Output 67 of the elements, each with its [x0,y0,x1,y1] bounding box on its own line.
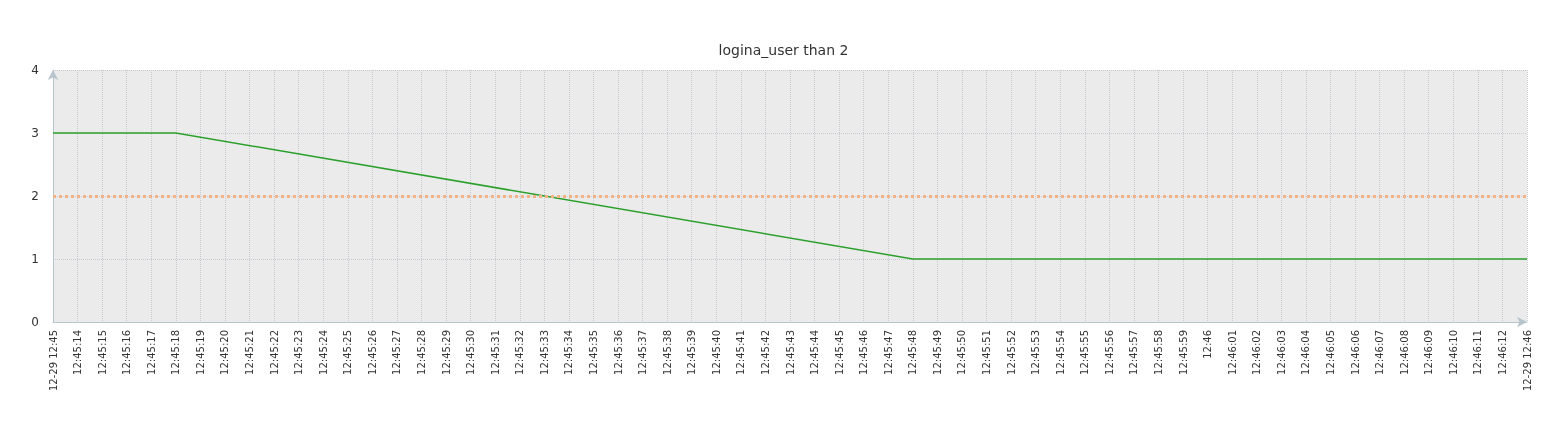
x-tick-label: 12:45:49 [931,330,943,375]
x-tick-label: 12:46:01 [1226,330,1238,375]
x-tick-label: 12:45:27 [391,330,403,375]
x-tick-label: 12:45:32 [514,330,526,375]
x-tick-label: 12:46:06 [1349,330,1361,375]
x-tick-label: 12:45:47 [882,330,894,375]
x-tick-label: 12:45:39 [686,330,698,375]
x-tick-label: 12:45:29 [440,330,452,375]
x-tick-label: 12:45:31 [489,330,501,375]
x-tick-label: 12:46:08 [1398,330,1410,375]
x-tick-label: 12:45:58 [1153,330,1164,375]
x-tick-label: 12:45:42 [759,330,771,375]
x-tick-label: 12:45:38 [661,330,673,375]
x-tick-label: 12:45:33 [538,330,550,375]
x-tick-label: 12:46 [1202,330,1214,359]
x-tick-label: 12:45:16 [121,330,133,375]
x-tick-label: 12:45:57 [1128,330,1140,375]
y-tick-label: 1 [31,252,39,266]
x-tick-label: 12:45:51 [981,330,993,375]
x-tick-label: 12:46:09 [1423,330,1435,375]
x-tick-label: 12-29 12:46 [1521,330,1533,392]
x-tick-label: 12:45:22 [268,330,280,375]
x-tick-label: 12:45:23 [293,330,305,375]
x-tick-label: 12:46:10 [1447,330,1459,375]
x-tick-label: 12-29 12:45 [47,330,59,392]
x-tick-label: 12:46:04 [1300,330,1312,375]
x-tick-label: 12:46:05 [1324,330,1336,375]
x-tick-label: 12:45:54 [1054,330,1066,375]
x-tick-label: 12:46:07 [1374,330,1386,375]
chart-title: logina_user than 2 [718,42,849,58]
x-tick-label: 12:45:30 [465,330,477,375]
x-tick-label: 12:45:26 [366,330,378,375]
x-tick-label: 12:45:19 [194,330,206,375]
x-tick-label: 12:45:36 [612,330,624,375]
x-tick-label: 12:45:50 [956,330,968,375]
x-tick-label: 12:45:24 [317,330,329,375]
x-tick-label: 12:45:59 [1177,330,1189,375]
x-tick-label: 12:45:48 [907,330,919,375]
x-tick-label: 12:45:25 [342,330,354,375]
x-tick-label: 12:45:14 [72,330,84,375]
x-tick-label: 12:45:44 [809,330,821,375]
x-tick-label: 12:45:43 [784,330,796,375]
y-tick-label: 2 [31,189,39,203]
x-tick-label: 12:45:18 [170,330,182,375]
x-tick-label: 12:45:15 [96,330,108,375]
x-tick-label: 12:46:02 [1251,330,1263,375]
x-tick-label: 12:46:12 [1496,330,1508,375]
y-tick-label: 3 [31,126,39,140]
x-tick-label: 12:45:41 [735,330,747,375]
x-tick-label: 12:45:20 [219,330,231,375]
x-tick-label: 12:45:34 [563,330,575,375]
x-tick-label: 12:45:52 [1005,330,1017,375]
x-tick-label: 12:45:55 [1079,330,1091,375]
x-tick-label: 12:45:37 [637,330,649,375]
y-tick-label: 0 [31,315,39,329]
x-tick-label: 12:45:45 [833,330,845,375]
x-tick-label: 12:45:40 [710,330,722,375]
x-tick-label: 12:45:17 [145,330,157,375]
x-tick-label: 12:46:03 [1275,330,1287,375]
x-tick-label: 12:45:56 [1103,330,1115,375]
x-tick-label: 12:45:53 [1030,330,1042,375]
x-tick-label: 12:46:11 [1472,330,1484,375]
x-tick-label: 12:45:21 [244,330,256,375]
x-tick-label: 12:45:35 [587,330,599,375]
y-tick-label: 4 [31,63,39,77]
x-tick-label: 12:45:46 [858,330,870,375]
x-tick-label: 12:45:28 [416,330,427,375]
